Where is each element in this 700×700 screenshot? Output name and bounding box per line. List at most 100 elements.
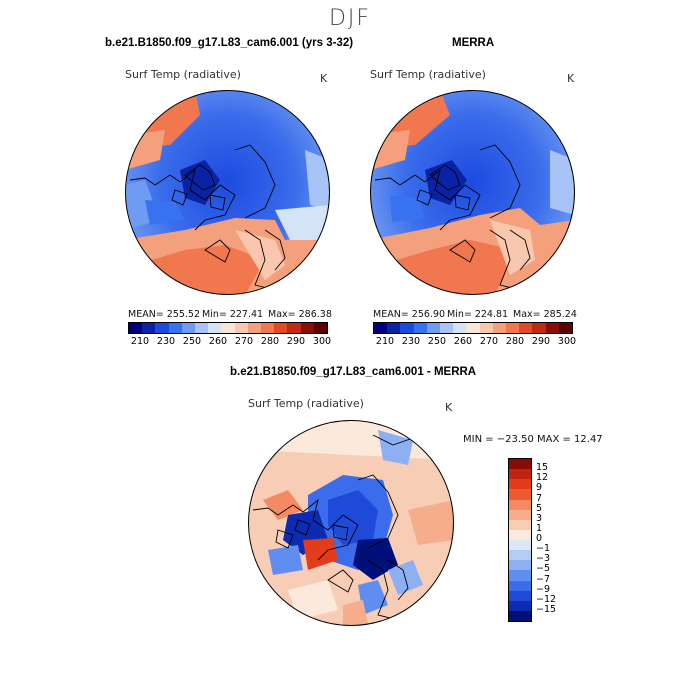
left-colorbar-swatch: [274, 323, 288, 333]
left-stat-min: Min= 227.41: [202, 309, 264, 320]
diff-colorbar-tick-label: −7: [536, 573, 551, 585]
left-colorbar-swatch: [300, 323, 314, 333]
left-colorbar-swatch: [142, 323, 156, 333]
left-colorbar-ticks: 210 230 250 260 270 280 290 300: [127, 336, 335, 347]
left-panel-title: b.e21.B1850.f09_g17.L83_cam6.001 (yrs 3-…: [105, 37, 354, 49]
season-title: DJF: [328, 6, 372, 31]
left-colorbar-swatch: [234, 323, 248, 333]
diff-colorbar-swatch: [509, 489, 531, 500]
right-variable-label: Surf Temp (radiative): [370, 68, 486, 81]
left-colorbar-tick-label: 290: [286, 336, 306, 347]
diff-colorbar: [508, 458, 532, 622]
left-colorbar-swatch: [313, 323, 328, 333]
right-panel-title: MERRA: [452, 37, 495, 49]
right-colorbar-tick-label: 290: [531, 336, 551, 347]
diff-variable-label: Surf Temp (radiative): [248, 397, 364, 410]
right-colorbar-swatch: [492, 323, 507, 333]
right-colorbar-swatch: [374, 323, 388, 333]
diff-colorbar-tick-label: 9: [536, 482, 543, 494]
diff-colorbar-tick-label: 3: [536, 512, 543, 524]
left-polar-map: [125, 90, 330, 295]
left-colorbar-tick-label: 270: [234, 336, 254, 347]
left-colorbar-tick-label: 260: [208, 336, 228, 347]
left-colorbar: [128, 322, 328, 334]
diff-colorbar-swatch: [509, 529, 531, 540]
right-colorbar-tick-label: 300: [557, 336, 577, 347]
left-unit-label: K: [320, 72, 328, 85]
diff-colorbar-swatch: [509, 560, 531, 571]
left-colorbar-swatch: [261, 323, 275, 333]
right-colorbar-swatch: [426, 323, 441, 333]
right-colorbar-tick-label: 270: [479, 336, 499, 347]
right-colorbar-swatch: [519, 323, 533, 333]
diff-colorbar-tick-label: −12: [536, 593, 557, 605]
left-colorbar-tick-label: 230: [156, 336, 176, 347]
right-colorbar-tick-label: 210: [375, 336, 395, 347]
diff-colorbar-tick-label: −15: [536, 603, 557, 615]
right-unit-label: K: [567, 72, 575, 85]
diff-colorbar-tick-label: 7: [536, 492, 543, 504]
left-colorbar-tick-label: 250: [182, 336, 202, 347]
diff-colorbar-tick-label: 0: [536, 533, 543, 544]
diff-colorbar-tick-label: −1: [536, 543, 551, 555]
right-colorbar-ticks: 210 230 250 260 270 280 290 300: [372, 336, 580, 347]
right-colorbar-swatch: [532, 323, 546, 333]
left-colorbar-swatch: [195, 323, 209, 333]
right-colorbar-tick-label: 280: [505, 336, 525, 347]
diff-colorbar-tick-label: −3: [536, 553, 551, 565]
left-variable-label: Surf Temp (radiative): [125, 68, 241, 81]
diff-colorbar-swatch: [509, 509, 531, 520]
left-stat-max: Max= 286.38: [268, 309, 332, 320]
left-colorbar-tick-label: 280: [260, 336, 280, 347]
diff-colorbar-swatch: [509, 610, 531, 621]
diff-colorbar-swatch: [509, 469, 531, 480]
right-colorbar-swatch: [413, 323, 427, 333]
diff-colorbar-tick-label: −5: [536, 563, 551, 575]
right-colorbar-swatch: [479, 323, 493, 333]
diff-colorbar-swatch: [509, 590, 531, 601]
left-colorbar-swatch: [247, 323, 262, 333]
diff-unit-label: K: [445, 401, 453, 414]
diff-panel-title: b.e21.B1850.f09_g17.L83_cam6.001 - MERRA: [230, 366, 477, 378]
right-stat-mean: MEAN= 256.90: [373, 309, 446, 320]
diff-colorbar-swatch: [509, 540, 531, 551]
right-colorbar-swatch: [387, 323, 401, 333]
left-colorbar-swatch: [168, 323, 182, 333]
diff-colorbar-swatch: [509, 580, 531, 591]
right-colorbar-swatch: [506, 323, 520, 333]
left-colorbar-swatch: [221, 323, 235, 333]
diff-colorbar-tick-label: −9: [536, 583, 551, 595]
diff-polar-map: [248, 420, 454, 626]
left-stat-mean: MEAN= 255.52: [128, 309, 201, 320]
right-stat-max: Max= 285.24: [513, 309, 577, 320]
right-colorbar-swatch: [440, 323, 454, 333]
right-colorbar-tick-label: 260: [453, 336, 473, 347]
right-colorbar: [373, 322, 573, 334]
diff-colorbar-labels: 15 12 9 7 5 3 1 0 −1 −3 −5 −7 −9 −12 −15: [536, 458, 576, 620]
left-colorbar-tick-label: 300: [312, 336, 332, 347]
right-colorbar-swatch: [453, 323, 467, 333]
diff-colorbar-swatch: [509, 459, 531, 470]
diff-colorbar-swatch: [509, 600, 531, 611]
right-colorbar-swatch: [466, 323, 480, 333]
diff-colorbar-swatch: [509, 499, 531, 510]
diff-colorbar-tick-label: 15: [536, 462, 549, 474]
diff-colorbar-tick-label: 12: [536, 472, 549, 484]
diff-colorbar-tick-label: 5: [536, 502, 543, 514]
right-colorbar-swatch: [545, 323, 559, 333]
diff-colorbar-swatch: [509, 550, 531, 561]
right-colorbar-swatch: [558, 323, 573, 333]
left-colorbar-swatch: [155, 323, 169, 333]
right-colorbar-swatch: [400, 323, 414, 333]
diff-colorbar-swatch: [509, 519, 531, 530]
diff-colorbar-swatch: [509, 479, 531, 490]
diff-minmax: MIN = −23.50 MAX = 12.47: [463, 434, 603, 445]
left-colorbar-swatch: [129, 323, 143, 333]
left-colorbar-tick-label: 210: [130, 336, 150, 347]
left-colorbar-swatch: [181, 323, 196, 333]
right-polar-map: [370, 90, 575, 295]
right-colorbar-tick-label: 230: [401, 336, 421, 347]
left-colorbar-swatch: [287, 323, 301, 333]
left-colorbar-swatch: [208, 323, 222, 333]
right-stat-min: Min= 224.81: [447, 309, 509, 320]
